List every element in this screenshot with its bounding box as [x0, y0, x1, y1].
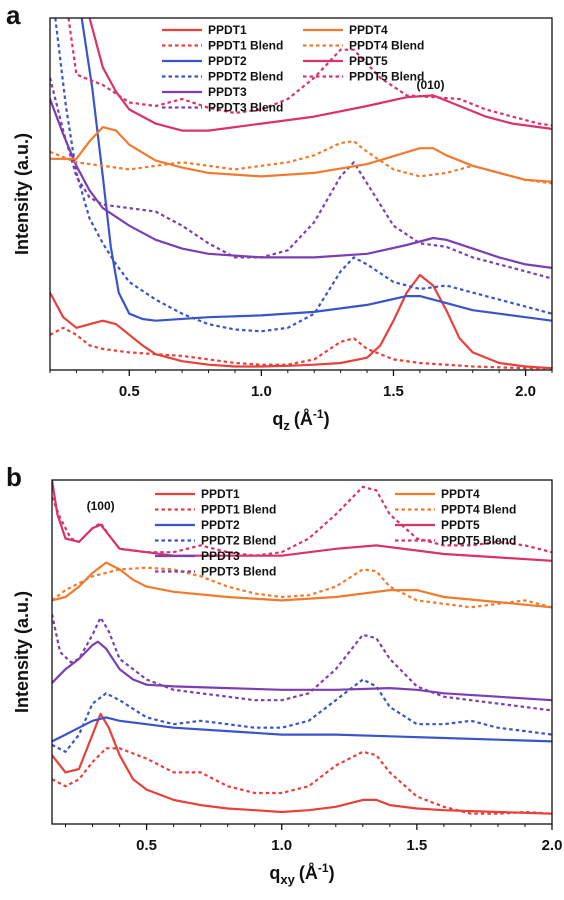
legend-label: PPDT4 — [349, 23, 388, 37]
x-axis-unit: (Å — [294, 409, 313, 429]
legend-label: PPDT2 — [201, 518, 240, 532]
x-axis-title: qxy (Å-1) — [269, 861, 334, 887]
series-line-ppdt4-blend — [52, 566, 552, 609]
legend-label: PPDT4 Blend — [349, 39, 424, 53]
plot-frame — [49, 17, 553, 371]
legend-label: PPDT2 Blend — [201, 534, 276, 548]
series-line-ppdt5 — [52, 480, 552, 562]
series-line-ppdt2-blend — [54, 18, 552, 333]
chart-panel-b: b 0.5 1.0 1.5 2.0 qxy (Å-1) Intensity (a.u.) (10… — [0, 460, 564, 900]
x-axis-superscript: -1 — [313, 407, 324, 421]
series-line-ppdt4 — [52, 561, 552, 609]
legend-label: PPDT4 — [441, 487, 480, 501]
series-line-ppdt4 — [50, 126, 552, 183]
legend-label: PPDT1 — [208, 23, 247, 37]
series-line-ppdt1-blend — [52, 747, 552, 815]
legend-label: PPDT1 Blend — [208, 39, 283, 53]
legend-label: PPDT3 — [201, 549, 240, 563]
plot-frame — [51, 479, 553, 825]
x-tick-label: 0.5 — [136, 837, 157, 854]
x-tick-label: 1.5 — [383, 383, 404, 400]
x-axis-subscript: xy — [280, 872, 295, 887]
x-tick-label: 0.5 — [119, 383, 140, 400]
x-tick-label: 2.0 — [515, 383, 536, 400]
series-line-ppdt2-blend — [52, 678, 552, 753]
chart-b-svg: b 0.5 1.0 1.5 2.0 qxy (Å-1) Intensity (a.u.) (10… — [6, 462, 563, 887]
legend-label: PPDT1 — [201, 487, 240, 501]
series-line-ppdt3 — [52, 640, 552, 702]
peak-annotation: (100) — [87, 499, 115, 513]
peak-annotation: (010) — [416, 78, 444, 92]
series-line-ppdt1-blend — [50, 326, 552, 370]
series-group — [50, 18, 552, 370]
x-axis-unit-close: ) — [329, 863, 335, 883]
series-line-ppdt4-blend — [50, 140, 552, 185]
legend-label: PPDT5 Blend — [349, 70, 424, 84]
series-line-ppdt5-blend — [52, 485, 552, 557]
legend-label: PPDT5 — [349, 54, 388, 68]
series-line-ppdt5-blend — [67, 18, 552, 127]
x-axis-superscript: -1 — [318, 861, 329, 875]
x-axis-symbol: q — [269, 863, 280, 883]
x-axis-unit-close: ) — [324, 409, 330, 429]
series-line-ppdt1 — [50, 273, 552, 370]
series-line-ppdt3-blend — [52, 613, 552, 712]
chart-panel-a: a 0.5 1.0 1.5 2.0 qz (Å-1) Intensity (a.u.) (010… — [0, 0, 564, 440]
series-line-ppdt3 — [50, 97, 552, 269]
series-line-ppdt3-blend — [50, 77, 552, 280]
series-group — [52, 480, 552, 815]
x-axis-subscript: z — [283, 418, 290, 433]
legend-label: PPDT3 Blend — [201, 565, 276, 579]
legend-label: PPDT3 — [208, 85, 247, 99]
x-axis-symbol: q — [272, 409, 283, 429]
y-axis-title: Intensity (a.u.) — [12, 133, 32, 255]
series-line-ppdt1 — [52, 712, 552, 815]
legend-label: PPDT1 Blend — [201, 503, 276, 517]
legend-label: PPDT5 Blend — [441, 534, 516, 548]
panel-label: b — [6, 462, 22, 492]
series-line-ppdt2 — [80, 18, 552, 322]
legend-label: PPDT2 — [208, 54, 247, 68]
legend-label: PPDT5 — [441, 518, 480, 532]
x-axis-title: qz (Å-1) — [272, 407, 329, 433]
series-line-ppdt5 — [88, 18, 552, 132]
chart-a-svg: a 0.5 1.0 1.5 2.0 qz (Å-1) Intensity (a.u.) (010… — [6, 0, 553, 433]
legend-label: PPDT3 Blend — [208, 101, 283, 115]
x-tick-label: 1.5 — [406, 837, 427, 854]
legend-label: PPDT4 Blend — [441, 503, 516, 517]
series-line-ppdt2 — [52, 716, 552, 743]
panel-label: a — [6, 0, 21, 30]
y-axis-title: Intensity (a.u.) — [12, 591, 32, 713]
x-axis-unit: (Å — [299, 863, 318, 883]
x-tick-label: 1.0 — [251, 383, 272, 400]
legend-label: PPDT2 Blend — [208, 70, 283, 84]
x-tick-label: 1.0 — [271, 837, 292, 854]
x-tick-label: 2.0 — [542, 837, 563, 854]
